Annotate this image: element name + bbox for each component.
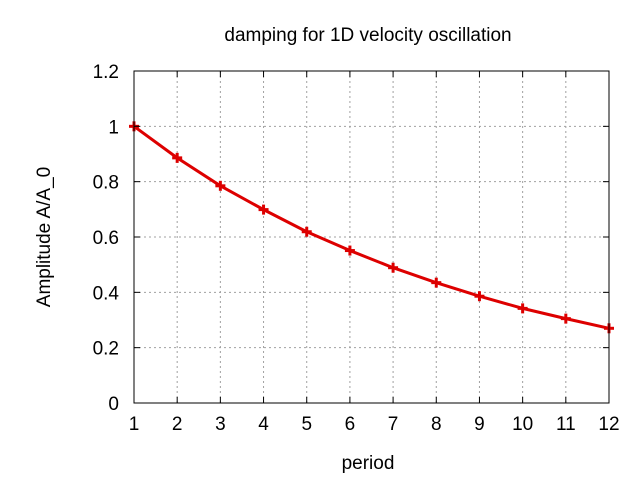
data-point-marker [431,277,442,288]
y-tick-label: 0.2 [93,339,119,360]
data-point-marker [344,245,355,256]
y-axis-label: Amplitude A/A_0 [34,167,55,307]
data-point-marker [517,303,528,314]
y-tick-label: 0.4 [93,283,120,304]
chart-title: damping for 1D velocity oscillation [224,25,511,46]
x-tick-label: 8 [431,414,442,435]
x-tick-label: 5 [301,414,312,435]
x-tick-label: 2 [172,414,183,435]
x-tick-label: 4 [258,414,269,435]
data-point-marker [388,262,399,273]
data-point-marker [560,313,571,324]
y-tick-label: 0.6 [93,228,119,249]
data-point-marker [474,291,485,302]
x-tick-label: 12 [598,414,619,435]
data-point-marker [172,152,183,163]
x-tick-label: 3 [215,414,226,435]
grid [134,71,609,403]
x-tick-label: 11 [556,414,576,435]
x-tick-label: 1 [129,414,140,435]
ticks [133,70,610,404]
series-line [133,125,610,330]
data-point-marker [258,204,269,215]
x-axis-label: period [342,453,395,474]
data-point-marker [215,180,226,191]
x-tick-label: 9 [474,414,485,435]
x-tick-label: 10 [512,414,533,435]
y-tick-label: 0.8 [93,173,119,194]
series-layer [129,121,614,334]
y-tick-label: 1.2 [93,62,119,83]
data-point-marker [301,226,312,237]
x-tick-label: 7 [388,414,399,435]
y-tick-label: 1 [108,117,119,138]
y-tick-label: 0 [108,394,119,415]
x-tick-label: 6 [345,414,356,435]
